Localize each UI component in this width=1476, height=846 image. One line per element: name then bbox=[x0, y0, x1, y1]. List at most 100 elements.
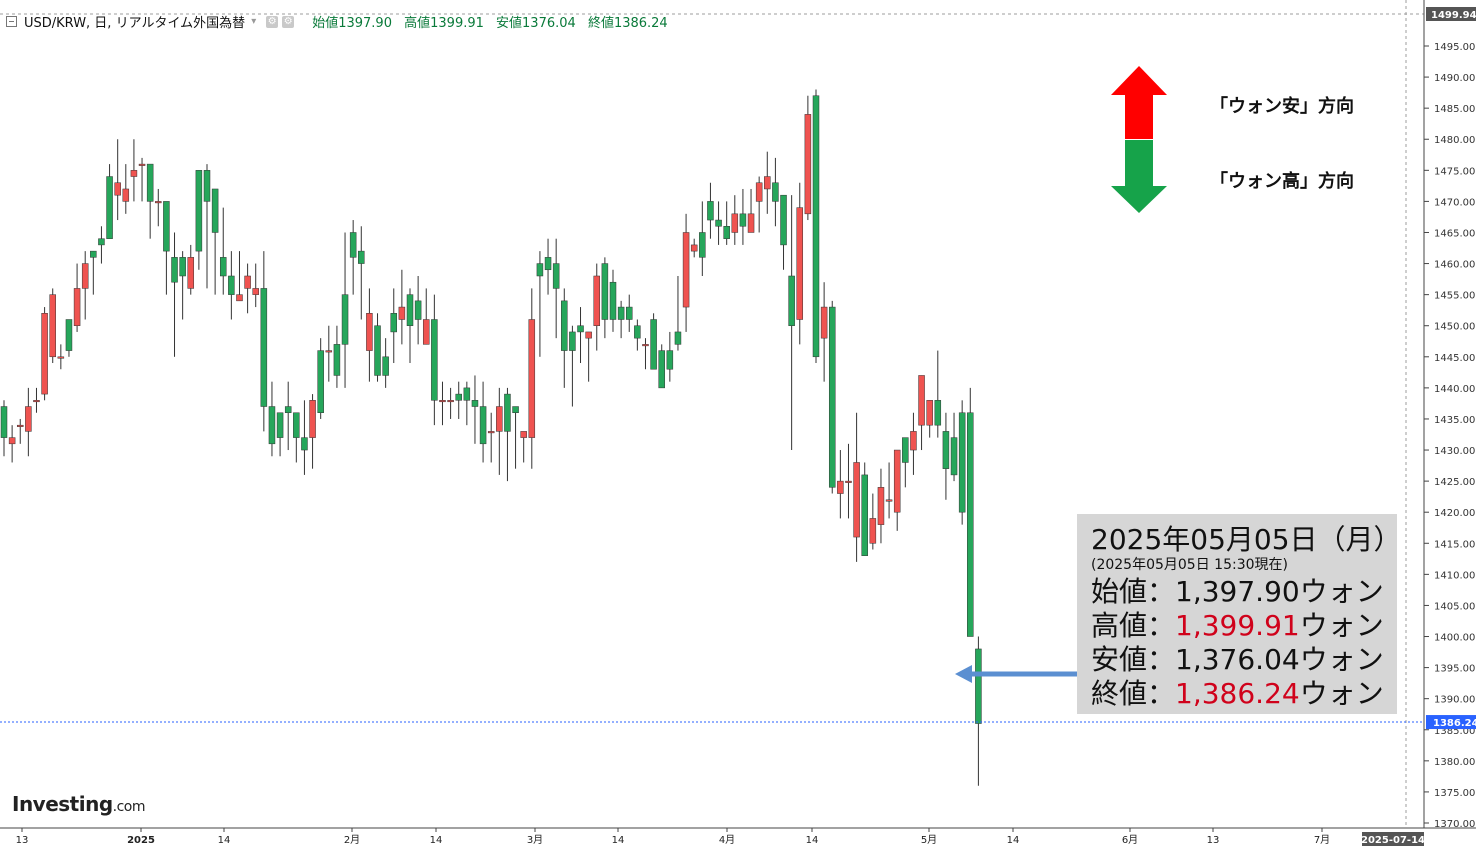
candle-body bbox=[926, 400, 933, 426]
candle-body bbox=[625, 306, 633, 320]
candle-body bbox=[349, 232, 357, 258]
info-as-of: (2025年05月05日 15:30現在) bbox=[1091, 557, 1288, 573]
candle-body bbox=[902, 437, 909, 463]
candle-body bbox=[374, 325, 381, 376]
y-tick-label: 1485.00 bbox=[1434, 104, 1475, 115]
x-end-label: 2025-07-14 bbox=[1361, 835, 1425, 846]
candle-body bbox=[950, 437, 958, 476]
candle-body bbox=[81, 263, 89, 289]
candle-body bbox=[268, 406, 276, 445]
candle-body bbox=[528, 319, 536, 438]
candle-body bbox=[707, 201, 714, 221]
x-tick-label: 14 bbox=[430, 835, 443, 846]
info-low-label: 安値： bbox=[1091, 643, 1176, 676]
x-tick-label: 4月 bbox=[719, 834, 735, 846]
candle-body bbox=[674, 331, 682, 345]
y-tick-label: 1470.00 bbox=[1434, 197, 1475, 208]
candle-body bbox=[33, 400, 40, 403]
settings-icon-2[interactable]: ⚙ bbox=[282, 15, 295, 28]
candle-body bbox=[942, 431, 950, 469]
settings-icon[interactable]: ⚙ bbox=[266, 15, 279, 28]
candle-body bbox=[187, 257, 195, 289]
candle-body bbox=[609, 281, 617, 320]
x-tick-label: 14 bbox=[612, 835, 625, 846]
candle-body bbox=[439, 400, 446, 403]
info-unit: ウォン bbox=[1299, 677, 1384, 710]
candle-body bbox=[301, 437, 308, 451]
high-value: 高値1399.91 bbox=[404, 16, 484, 31]
info-close-row: 終値：1,386.24ウォン bbox=[1091, 672, 1384, 712]
info-high-label: 高値： bbox=[1091, 609, 1176, 642]
candle-body bbox=[642, 344, 649, 347]
candle-body bbox=[812, 95, 820, 358]
x-tick-label: 13 bbox=[1207, 835, 1220, 846]
candle-body bbox=[877, 487, 885, 525]
candle-body bbox=[41, 313, 48, 395]
y-tick-label: 1445.00 bbox=[1434, 353, 1475, 364]
candle-body bbox=[544, 257, 552, 271]
candle-body bbox=[496, 406, 503, 432]
candle-body bbox=[958, 412, 966, 513]
x-tick-label: 13 bbox=[16, 835, 29, 846]
candle-body bbox=[219, 257, 227, 277]
y-tick-label: 1465.00 bbox=[1434, 228, 1475, 239]
candle-body bbox=[252, 288, 259, 295]
symbol-label[interactable]: USD/KRW, 日, リアルタイム外国為替 bbox=[24, 16, 246, 31]
y-tick-label: 1425.00 bbox=[1434, 477, 1475, 488]
symbol-dropdown-icon[interactable]: ▾ bbox=[251, 16, 257, 27]
y-tick-label: 1405.00 bbox=[1434, 601, 1475, 612]
info-close-label: 終値： bbox=[1091, 677, 1176, 710]
candle-body bbox=[398, 306, 406, 320]
candle-body bbox=[487, 431, 495, 434]
info-close-value: 1,386.24 bbox=[1175, 677, 1300, 710]
y-tick-label: 1490.00 bbox=[1434, 73, 1475, 84]
info-open-label: 始値： bbox=[1091, 575, 1176, 608]
candle-body bbox=[455, 393, 462, 401]
candle-body bbox=[49, 294, 56, 358]
candle-body bbox=[284, 406, 292, 413]
candle-body bbox=[203, 170, 211, 202]
close-value: 終値1386.24 bbox=[587, 16, 668, 31]
candle-body bbox=[325, 350, 333, 353]
info-unit: ウォン bbox=[1299, 575, 1384, 608]
candle-body bbox=[317, 350, 324, 413]
candle-body bbox=[422, 319, 430, 345]
candle-body bbox=[382, 356, 389, 376]
y-tick-label: 1380.00 bbox=[1434, 757, 1475, 768]
candle-body bbox=[57, 356, 65, 359]
brand-logo[interactable]: Investing.com bbox=[12, 792, 146, 816]
candle-body bbox=[690, 244, 698, 252]
candle-body bbox=[658, 350, 665, 389]
candle-body bbox=[739, 213, 747, 227]
candle-body bbox=[585, 331, 592, 339]
candle-body bbox=[65, 319, 73, 351]
candle-body bbox=[479, 406, 487, 445]
x-end-box bbox=[1362, 832, 1424, 846]
info-unit: ウォン bbox=[1299, 609, 1384, 642]
candle-body bbox=[276, 412, 284, 438]
candle-body bbox=[577, 325, 584, 333]
x-tick-label: 7月 bbox=[1314, 834, 1330, 846]
square-minus-icon[interactable] bbox=[6, 16, 17, 27]
candle-body bbox=[731, 213, 739, 233]
candle-body bbox=[828, 306, 836, 488]
y-tick-label: 1495.00 bbox=[1434, 42, 1475, 53]
candle-body bbox=[98, 238, 105, 246]
y-tick-label: 1460.00 bbox=[1434, 260, 1475, 271]
x-tick-label: 2月 bbox=[344, 834, 360, 846]
y-tick-label: 1370.00 bbox=[1434, 819, 1475, 830]
candle-body bbox=[228, 275, 235, 295]
y-tick-label: 1395.00 bbox=[1434, 664, 1475, 675]
candle-body bbox=[650, 319, 657, 370]
candle-body bbox=[552, 263, 560, 289]
last-price-box bbox=[1426, 715, 1476, 730]
info-low-value: 1,376.04 bbox=[1175, 643, 1300, 676]
candle-body bbox=[414, 300, 422, 320]
candle-body bbox=[406, 294, 414, 326]
info-high-row: 高値：1,399.91ウォン bbox=[1091, 604, 1384, 644]
candle-body bbox=[0, 406, 8, 438]
candle-body bbox=[780, 194, 787, 246]
candle-body bbox=[211, 188, 219, 233]
candle-body bbox=[885, 499, 893, 502]
